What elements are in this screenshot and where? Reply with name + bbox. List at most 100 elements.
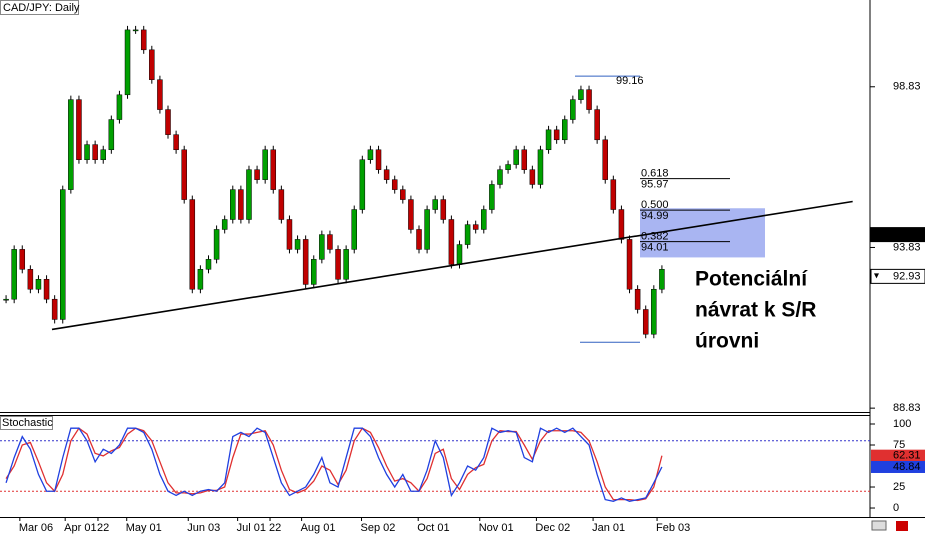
x-tick-label: 22 [269, 522, 281, 534]
candle [440, 199, 447, 220]
candle [124, 29, 131, 96]
candle [43, 279, 50, 300]
annotation: Potenciální [695, 268, 808, 291]
y-tick-label: 100 [893, 418, 911, 430]
candle [51, 298, 58, 320]
candle [92, 144, 98, 160]
candle [221, 219, 228, 230]
candle [181, 149, 187, 200]
candle [432, 199, 438, 210]
x-tick-label: Dec 02 [535, 522, 570, 534]
title-box [0, 0, 79, 15]
y-tick-label: 93.83 [893, 241, 921, 253]
candle [464, 224, 471, 245]
candle [553, 129, 560, 141]
candle [513, 149, 519, 165]
candle [165, 109, 171, 135]
x-tick-label: Nov 01 [479, 522, 514, 534]
close-icon[interactable] [896, 521, 908, 531]
candle [481, 209, 487, 230]
candle [213, 229, 220, 260]
candle [173, 134, 179, 151]
candle [416, 229, 422, 250]
price-marker-label: 94.23 [893, 229, 921, 241]
fib-price: 95.97 [641, 179, 669, 191]
candle [626, 239, 633, 290]
x-tick-label: Oct 01 [417, 522, 449, 534]
last-value-box [871, 449, 925, 462]
candle [408, 199, 414, 230]
panel-title: Stochastic [2, 417, 53, 429]
y-tick-label: 98.83 [893, 81, 921, 93]
scroll-icon[interactable] [871, 520, 887, 531]
fib-ratio: 0.500 [641, 199, 669, 211]
candle [610, 179, 617, 210]
fib-price: 94.99 [641, 210, 669, 222]
panel-title-box [0, 416, 53, 430]
y-tick-label: 75 [893, 439, 905, 451]
candle [424, 209, 430, 250]
x-tick-label: 22 [97, 522, 109, 534]
candle [68, 99, 74, 190]
candle [562, 119, 568, 141]
candle [108, 119, 115, 151]
x-tick-label: Mar 06 [19, 522, 53, 534]
candle [84, 144, 90, 160]
candle [529, 169, 536, 185]
candle [76, 99, 82, 160]
candle [651, 288, 657, 335]
candle [246, 169, 252, 220]
candle [197, 269, 204, 290]
candle [594, 109, 600, 141]
price-marker-arrow [874, 273, 879, 279]
y-tick-label: 0 [893, 502, 899, 514]
candle [335, 249, 341, 280]
y-tick-label: 88.83 [893, 402, 921, 414]
candle [140, 29, 147, 51]
candle [359, 159, 366, 210]
candle [149, 49, 155, 80]
candle [270, 149, 277, 190]
candle [586, 89, 592, 110]
candle [11, 249, 17, 300]
price-marker-label: 92.93 [893, 270, 921, 282]
candle [351, 209, 357, 250]
candle [262, 149, 268, 180]
candle [19, 249, 26, 270]
candle [659, 269, 665, 290]
candle [383, 169, 390, 180]
fib-high-label: 99.16 [616, 75, 644, 87]
candle [27, 269, 34, 290]
candle [456, 244, 463, 265]
x-tick-label: May 01 [126, 522, 162, 534]
fib-price: 94.01 [641, 242, 669, 254]
candle [602, 139, 608, 180]
candle [618, 209, 625, 240]
x-tick-label: Sep 02 [361, 522, 396, 534]
x-tick-label: Jun 03 [187, 522, 220, 534]
candle [375, 149, 382, 170]
candle [521, 149, 528, 170]
candle [642, 309, 649, 335]
fib-ratio: 0.382 [641, 231, 669, 243]
price-marker [870, 227, 925, 243]
candle [132, 29, 139, 32]
candle [230, 189, 236, 220]
y-tick-label: 25 [893, 481, 905, 493]
candle [116, 94, 123, 120]
candle [400, 189, 406, 200]
last-value-label: 48.84 [893, 461, 921, 473]
candle [489, 184, 495, 210]
candle [294, 239, 301, 250]
price-marker [870, 268, 925, 284]
candle [302, 239, 309, 285]
candle [497, 169, 503, 185]
candle [205, 259, 212, 270]
candle [60, 189, 66, 320]
candle [327, 234, 333, 250]
candle [3, 298, 9, 301]
candle [505, 164, 511, 170]
candle [278, 189, 285, 220]
candle [367, 149, 374, 160]
